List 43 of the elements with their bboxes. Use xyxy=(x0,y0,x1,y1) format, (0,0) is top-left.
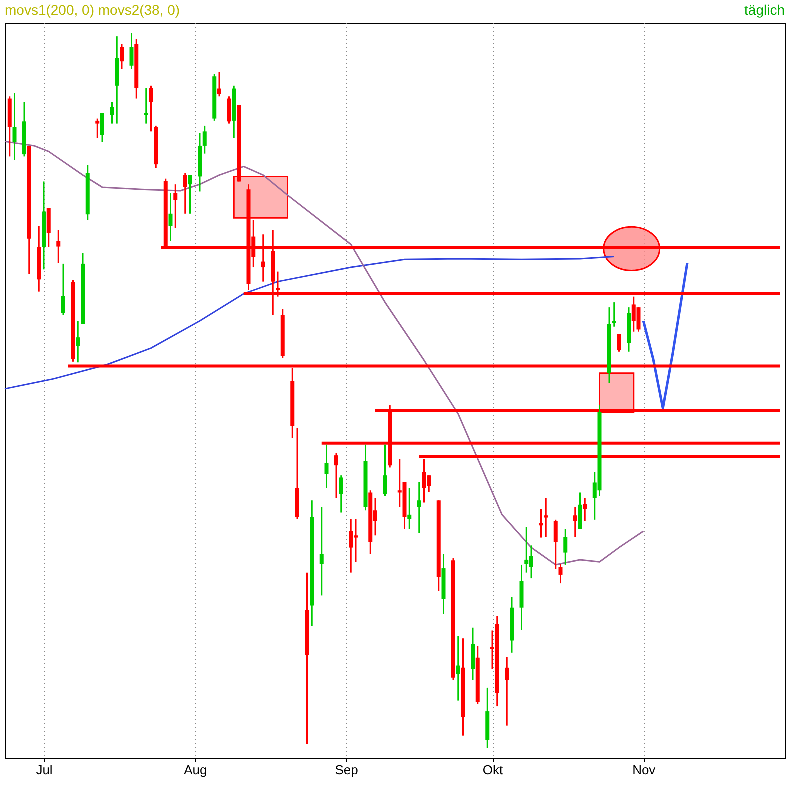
candlestick xyxy=(174,184,178,229)
candlestick xyxy=(183,172,188,215)
x-tick-label: Jul xyxy=(36,762,53,778)
text: täglich xyxy=(744,2,785,18)
candlestick xyxy=(456,636,460,702)
candlestick xyxy=(539,508,544,539)
candlestick xyxy=(62,263,66,316)
candlestick xyxy=(554,519,558,570)
candlestick xyxy=(76,320,80,364)
candlestick xyxy=(544,498,548,538)
candlestick xyxy=(218,72,222,98)
candlestick xyxy=(583,498,588,522)
x-tick-label: Sep xyxy=(335,762,358,778)
candlestick xyxy=(505,656,510,727)
candlestick xyxy=(573,506,578,538)
candlestick xyxy=(202,125,207,155)
x-tick-label: Okt xyxy=(482,762,504,778)
candlestick xyxy=(96,118,100,139)
x-tick-label: Nov xyxy=(632,762,656,778)
x-tick-label: Aug xyxy=(184,762,208,778)
candlestick xyxy=(100,112,104,144)
candlestick xyxy=(417,481,422,534)
candlestick xyxy=(56,230,61,264)
candlestick xyxy=(324,444,329,490)
candlestick xyxy=(12,92,17,162)
candlestick xyxy=(617,333,622,353)
candlestick xyxy=(110,102,114,125)
candlestick xyxy=(227,96,232,125)
candlestick xyxy=(558,563,563,584)
candlestick xyxy=(144,87,148,125)
candlestick xyxy=(339,474,344,514)
candlestick xyxy=(130,32,134,70)
candlestick xyxy=(320,506,324,596)
candlestick xyxy=(408,488,412,530)
candlestick xyxy=(168,192,173,242)
candlestick xyxy=(188,174,192,215)
candlestick xyxy=(120,44,124,70)
candlestick xyxy=(612,302,616,328)
candlestick xyxy=(564,528,568,566)
candlestick xyxy=(334,452,338,500)
candlestick xyxy=(149,85,154,132)
candlestick xyxy=(383,444,388,498)
chart-title: movs1(200, 0) movs2(38, 0) xyxy=(5,2,180,18)
